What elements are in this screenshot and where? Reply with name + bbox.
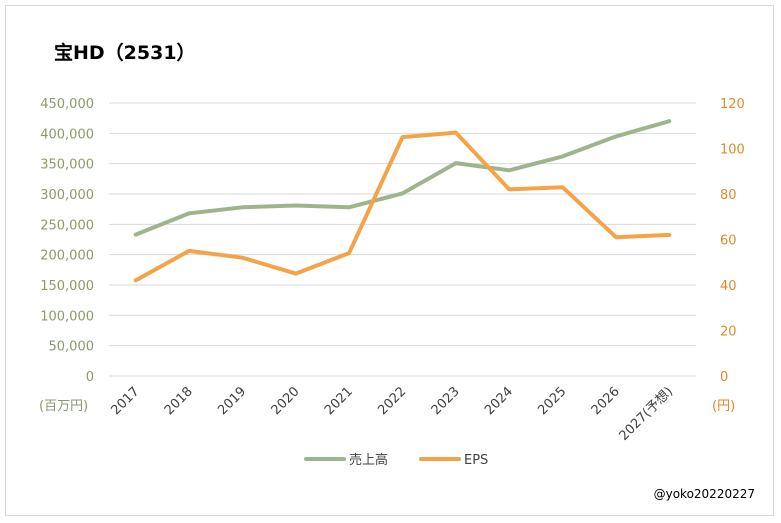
x-tick-label: 2019: [215, 384, 249, 418]
legend: 売上高 EPS: [304, 452, 488, 468]
left-tick-label: 300,000: [40, 188, 94, 203]
x-tick-label: 2023: [429, 384, 463, 418]
credit-text: @yoko20220227: [654, 487, 755, 501]
x-tick-label: 2021: [322, 384, 356, 418]
chart-title: 宝HD（2531）: [54, 41, 196, 64]
left-tick-label: 0: [86, 370, 94, 385]
right-tick-label: 20: [720, 325, 737, 340]
series-line-sales: [133, 119, 672, 237]
right-tick-label: 0: [720, 370, 728, 385]
legend-label: EPS: [464, 453, 488, 468]
right-tick-label: 100: [720, 143, 745, 158]
x-tick-label: 2026: [589, 384, 623, 418]
left-tick-label: 50,000: [49, 340, 95, 355]
left-tick-label: 100,000: [40, 309, 94, 324]
right-axis-unit: (円): [712, 399, 735, 414]
right-tick-label: 60: [720, 234, 737, 249]
right-tick-label: 80: [720, 188, 737, 203]
x-tick-label: 2025: [535, 384, 569, 418]
x-tick-label: 2024: [482, 384, 516, 418]
left-tick-label: 150,000: [40, 279, 94, 294]
left-tick-label: 350,000: [40, 158, 94, 173]
x-tick-label: 2022: [375, 384, 409, 418]
left-tick-label: 450,000: [40, 97, 94, 112]
series-line-eps: [133, 130, 672, 283]
right-tick-label: 40: [720, 279, 737, 294]
chart-frame: 宝HD（2531） 0 50,000 100,000 150,000 200,000 25…: [5, 5, 774, 516]
left-tick-label: 250,000: [40, 218, 94, 233]
left-axis-unit: (百万円): [39, 399, 88, 414]
left-tick-label: 400,000: [40, 127, 94, 142]
x-tick-label: 2020: [269, 384, 303, 418]
left-axis-ticks: 0 50,000 100,000 150,000 200,000 250,000 300,0…: [40, 97, 94, 385]
x-tick-label: 2018: [162, 384, 196, 418]
right-tick-label: 120: [720, 97, 745, 112]
gridlines: [109, 102, 696, 377]
x-tick-label: 2027(予想): [616, 384, 676, 444]
left-tick-label: 200,000: [40, 249, 94, 264]
x-tick-label: 2017: [109, 384, 143, 418]
right-axis-ticks: 0 20 40 60 80 100 120: [720, 97, 745, 385]
legend-label: 売上高: [349, 452, 388, 468]
chart-svg: 宝HD（2531） 0 50,000 100,000 150,000 200,000 25…: [39, 41, 755, 501]
x-axis-ticks: 2017 2018 2019 2020 2021 2022 2023 2024 2025 2026…: [109, 384, 677, 444]
series-lines: [133, 119, 672, 283]
